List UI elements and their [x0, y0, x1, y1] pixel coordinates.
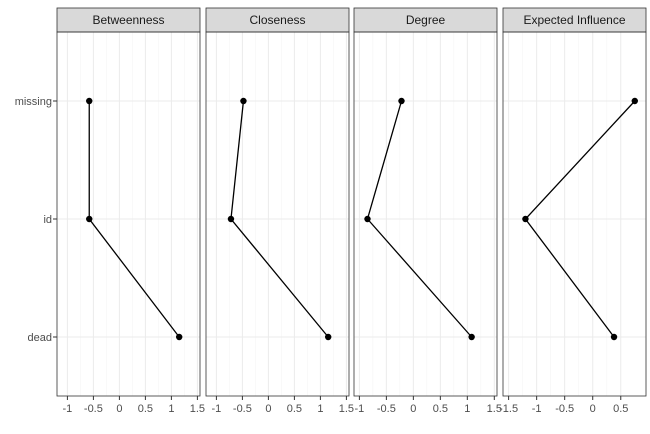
facet-strip	[56, 7, 201, 33]
data-point-id	[522, 215, 529, 223]
x-tick-label: -1	[63, 403, 73, 415]
x-tick-label: 0	[265, 403, 271, 415]
x-tick-label: -0.5	[555, 403, 574, 415]
x-tick-label: -1	[355, 403, 365, 415]
facet-title: Degree	[406, 13, 446, 27]
facet-title: Betweenness	[92, 13, 164, 27]
x-tick-label: 0.5	[433, 403, 448, 415]
facet-strip	[205, 7, 350, 33]
data-point-id	[86, 215, 93, 223]
data-point-missing	[398, 97, 405, 105]
x-tick-label: 1.5	[487, 403, 502, 415]
panel-border	[205, 31, 350, 397]
y-tick-label-missing: missing	[15, 96, 52, 108]
data-point-missing	[631, 97, 638, 105]
panel-border	[353, 31, 498, 397]
facet-title: Closeness	[249, 13, 305, 27]
panel-background	[354, 32, 497, 396]
y-tick-label-id: id	[43, 214, 52, 226]
data-point-dead	[468, 333, 475, 341]
x-tick-label: 0.5	[287, 403, 302, 415]
x-tick-label: 0.5	[138, 403, 153, 415]
x-tick-label: -1	[532, 403, 542, 415]
y-axis: missing id dead	[15, 96, 57, 344]
facet-title: Expected Influence	[523, 13, 625, 27]
panel-background	[206, 32, 349, 396]
x-tick-label: -0.5	[84, 403, 103, 415]
x-tick-label: 0	[410, 403, 416, 415]
panel-border	[502, 31, 647, 397]
y-tick-label-dead: dead	[28, 332, 52, 344]
data-point-missing	[86, 97, 93, 105]
facet-panels: Betweenness -1 -0.5 0 0.5 1 1.5 Closeness -1 -0.5…	[56, 7, 647, 415]
facet-panel-1: Closeness -1 -0.5 0 0.5 1 1.5	[205, 7, 354, 415]
x-tick-label: 1.5	[190, 403, 205, 415]
x-tick-label: -0.5	[377, 403, 396, 415]
facet-panel-3: Expected Influence -1.5 -1 -0.5 0 0.5	[499, 7, 647, 415]
data-point-missing	[240, 97, 247, 105]
x-tick-label: 0.5	[613, 403, 628, 415]
data-point-dead	[176, 333, 183, 341]
panel-background	[503, 32, 646, 396]
panel-border	[56, 31, 201, 397]
facet-strip	[502, 7, 647, 33]
facet-panel-2: Degree -1 -0.5 0 0.5 1 1.5	[353, 7, 502, 415]
data-point-dead	[325, 333, 332, 341]
data-point-dead	[610, 333, 618, 341]
x-tick-label: 1	[464, 403, 470, 415]
facet-panel-0: Betweenness -1 -0.5 0 0.5 1 1.5	[56, 7, 205, 415]
data-point-id	[364, 215, 371, 223]
data-point-id	[227, 215, 235, 223]
x-tick-label: 1	[168, 403, 174, 415]
facet-strip	[353, 7, 498, 33]
x-tick-label: -1.5	[499, 403, 518, 415]
x-tick-label: 0	[116, 403, 122, 415]
x-tick-label: -0.5	[233, 403, 252, 415]
x-tick-label: -1	[212, 403, 222, 415]
x-tick-label: 1.5	[339, 403, 354, 415]
x-tick-label: 0	[590, 403, 596, 415]
panel-background	[57, 32, 200, 396]
x-tick-label: 1	[317, 403, 323, 415]
